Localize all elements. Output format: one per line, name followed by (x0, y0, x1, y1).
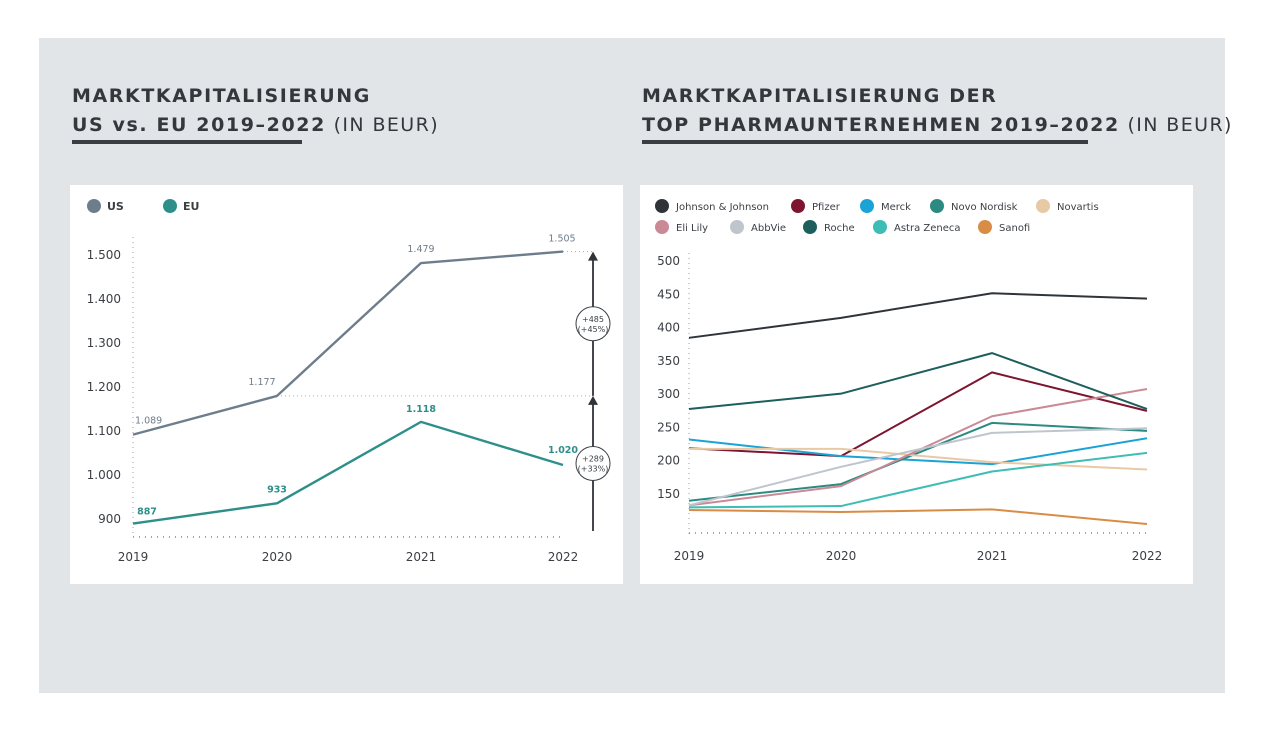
x-tick-label: 2020 (826, 549, 857, 563)
data-label-eu: 887 (137, 507, 157, 518)
y-tick-label: 500 (657, 254, 680, 268)
series-line-novartis (689, 447, 1148, 471)
y-tick-label: 400 (657, 321, 680, 335)
series-line-novo-nordisk (688, 421, 1148, 502)
annotation-value: +485 (582, 315, 604, 324)
left-title-underline (72, 140, 302, 144)
legend-dot-eu (163, 199, 177, 213)
legend-label-sanofi: Sanofi (999, 223, 1030, 234)
legend-label-roche: Roche (824, 223, 855, 234)
y-tick-label: 450 (657, 287, 680, 301)
series-line-eu (132, 420, 564, 525)
data-label-us: 1.177 (248, 377, 275, 388)
legend-dot-astra-zeneca (873, 220, 887, 234)
annotation-percent: (+33%) (578, 464, 609, 473)
left-title: MARKTKAPITALISIERUNG US vs. EU 2019–2022… (72, 82, 439, 140)
y-tick-label: 1.300 (87, 336, 121, 350)
us-eu-chart-card: US EU 900 1.000 1.100 1.200 1.300 1.400 1.500 201… (70, 185, 623, 584)
legend-dot-abbvie (730, 220, 744, 234)
pharma-chart-card: Johnson & Johnson Pfizer Merck Novo Nordisk… (640, 185, 1193, 584)
legend-label-us: US (107, 200, 124, 213)
annotation-percent: (+45%) (578, 325, 609, 334)
left-title-unit: (IN BEUR) (333, 114, 440, 136)
legend-label-novartis: Novartis (1057, 202, 1099, 213)
right-title: MARKTKAPITALISIERUNG DER TOP PHARMAUNTER… (642, 82, 1233, 140)
us-eu-line-chart: US EU 900 1.000 1.100 1.200 1.300 1.400 1.500 201… (87, 199, 611, 564)
data-label-us: 1.089 (135, 416, 162, 427)
legend-label-novo-nordisk: Novo Nordisk (951, 202, 1018, 213)
right-title-line1: MARKTKAPITALISIERUNG DER (642, 85, 998, 107)
series-line-johnson-johnson (688, 292, 1148, 339)
y-tick-label: 250 (657, 420, 680, 434)
x-tick-label: 2020 (262, 550, 293, 564)
y-tick-label: 200 (657, 454, 680, 468)
left-title-line2: US vs. EU 2019–2022 (72, 114, 326, 136)
right-title-line2: TOP PHARMAUNTERNEHMEN 2019–2022 (642, 114, 1120, 136)
legend-dot-roche (803, 220, 817, 234)
y-tick-label: 1.500 (87, 248, 121, 262)
legend-dot-novartis (1036, 199, 1050, 213)
y-tick-label: 1.200 (87, 380, 121, 394)
series-line-sanofi (688, 508, 1148, 526)
figure-background: MARKTKAPITALISIERUNG US vs. EU 2019–2022… (39, 38, 1231, 693)
data-label-us: 1.505 (548, 234, 575, 245)
y-tick-label: 1.100 (87, 424, 121, 438)
legend-dot-sanofi (978, 220, 992, 234)
x-tick-label: 2019 (118, 550, 149, 564)
right-title-unit: (IN BEUR) (1127, 114, 1233, 136)
x-tick-label: 2022 (1132, 549, 1163, 563)
pharma-line-chart: Johnson & Johnson Pfizer Merck Novo Nordisk… (655, 199, 1163, 563)
left-title-line1: MARKTKAPITALISIERUNG (72, 85, 372, 107)
x-tick-label: 2021 (977, 549, 1008, 563)
legend-label-eu: EU (183, 200, 199, 213)
y-tick-label: 300 (657, 387, 680, 401)
legend-dot-novo-nordisk (930, 199, 944, 213)
data-label-eu: 1.020 (548, 445, 578, 456)
y-tick-label: 900 (98, 512, 121, 526)
x-tick-label: 2022 (548, 550, 579, 564)
annotation-arrow-head (588, 395, 598, 405)
data-label-us: 1.479 (407, 244, 434, 255)
legend-dot-us (87, 199, 101, 213)
legend-dot-merck (860, 199, 874, 213)
annotation-value: +289 (582, 454, 604, 463)
legend-label-astra-zeneca: Astra Zeneca (894, 223, 961, 234)
annotation-arrow-head (588, 251, 598, 261)
legend-label-johnson-johnson: Johnson & Johnson (675, 202, 769, 213)
data-label-eu: 933 (267, 484, 287, 495)
series-line-roche (688, 352, 1148, 410)
legend-label-pfizer: Pfizer (812, 202, 841, 213)
legend-label-merck: Merck (881, 202, 911, 213)
data-label-eu: 1.118 (406, 404, 436, 415)
legend-label-eli-lily: Eli Lily (676, 223, 708, 234)
legend-label-abbvie: AbbVie (751, 223, 786, 234)
legend-dot-pfizer (791, 199, 805, 213)
series-line-abbvie (688, 427, 1148, 507)
y-tick-label: 1.000 (87, 468, 121, 482)
series-line-eli-lily (688, 388, 1148, 507)
y-tick-label: 350 (657, 354, 680, 368)
y-tick-label: 150 (657, 487, 680, 501)
series-line-us (132, 250, 564, 436)
legend-dot-johnson-johnson (655, 199, 669, 213)
legend-dot-eli-lily (655, 220, 669, 234)
x-tick-label: 2019 (674, 549, 705, 563)
y-tick-label: 1.400 (87, 292, 121, 306)
annotation-badge (575, 306, 611, 342)
x-tick-label: 2021 (406, 550, 437, 564)
series-line-astra-zeneca (688, 451, 1148, 509)
annotation-badge (575, 445, 611, 481)
series-line-pfizer (688, 371, 1148, 458)
right-title-underline (642, 140, 1088, 144)
